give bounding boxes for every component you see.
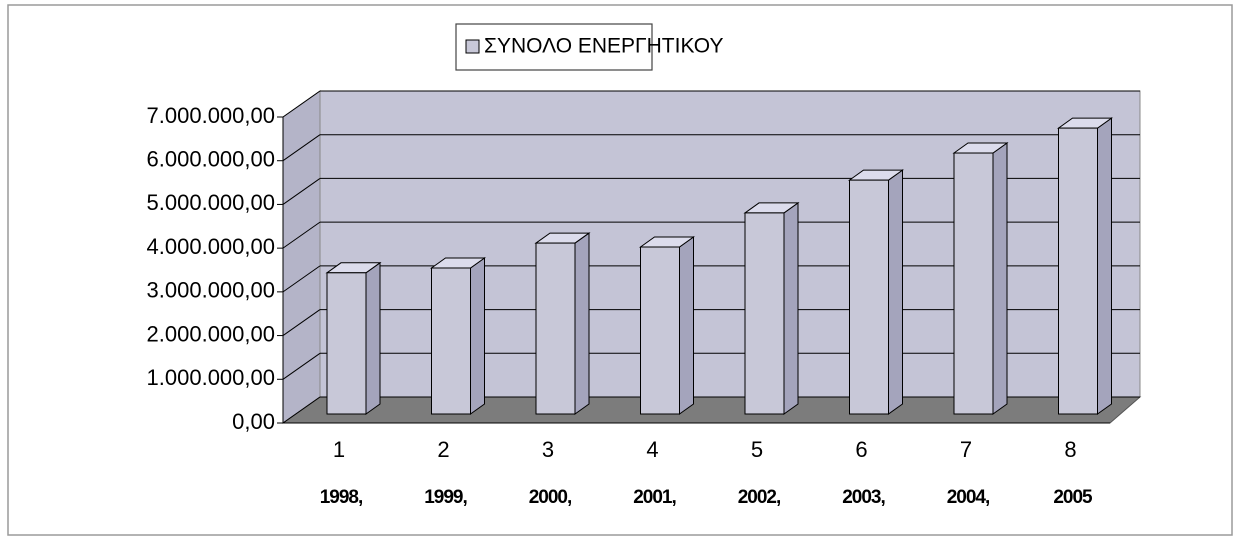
bar (534, 232, 591, 415)
x-tick-label: 3 (542, 437, 554, 462)
legend-label: ΣΥΝΟΛΟ ΕΝΕΡΓΗΤΙΚΟΥ (484, 35, 723, 58)
y-tick-label: 4.000.000,00 (147, 234, 275, 259)
bar (847, 169, 905, 415)
y-tick-label: 3.000.000,00 (147, 278, 275, 303)
x-tick-label: 8 (1064, 437, 1076, 462)
bar-front (953, 152, 994, 415)
x-tick-label: 6 (855, 437, 867, 462)
bar (325, 261, 382, 415)
x-tick-label: 2 (437, 437, 449, 462)
floor (281, 396, 1142, 424)
bar-side (470, 257, 485, 415)
side-wall (282, 90, 321, 424)
x-year-label: 2001, (633, 487, 676, 508)
bar (743, 201, 800, 415)
bar-front (326, 272, 367, 415)
bar (429, 257, 487, 415)
x-year-label: 2005 (1053, 487, 1093, 508)
grid-side (282, 90, 321, 118)
grid-side (282, 309, 321, 336)
x-year-label: 2002, (738, 487, 781, 508)
bar-side (365, 261, 381, 415)
y-tick-label: 1.000.000,00 (147, 365, 275, 390)
grid-line (282, 134, 1140, 162)
bar-side (679, 236, 694, 415)
bar-side (1097, 117, 1112, 415)
x-tick-label: 5 (751, 437, 763, 462)
legend-box (455, 23, 653, 71)
bar (638, 236, 696, 415)
y-tick-label: 0,00 (232, 409, 275, 434)
bar-front (1058, 127, 1098, 415)
y-tick-label: 7.000.000,00 (147, 103, 275, 128)
x-year-label: 2000, (529, 487, 572, 508)
x-year-label: 1998, (320, 487, 363, 508)
x-tick-label: 7 (960, 437, 972, 462)
x-year-label: 1999, (424, 487, 467, 508)
x-tick-label: 4 (646, 437, 658, 462)
bar-side (888, 169, 903, 415)
x-year-label: 2004, (947, 487, 990, 508)
grid-side (282, 352, 321, 380)
grid-side (282, 178, 321, 205)
grid-side (282, 221, 321, 249)
x-tick-label: 1 (333, 437, 345, 462)
grid-side (282, 396, 321, 424)
grid-side (282, 265, 321, 293)
grid-line (282, 90, 1140, 118)
bar (952, 142, 1009, 415)
bar-side (783, 201, 799, 415)
bar-front (744, 212, 785, 415)
bar-front (431, 267, 471, 415)
grid-side (282, 134, 321, 162)
bar-side (992, 142, 1008, 415)
bar-front (640, 246, 680, 415)
bar-front (849, 179, 889, 415)
x-year-label: 2003, (842, 487, 885, 508)
y-tick-label: 6.000.000,00 (147, 147, 275, 172)
bar-side (574, 232, 590, 415)
bar-front (535, 242, 576, 415)
bar (1056, 117, 1114, 415)
y-tick-label: 2.000.000,00 (147, 321, 275, 346)
legend-swatch (465, 39, 480, 54)
y-tick-label: 5.000.000,00 (147, 190, 275, 215)
